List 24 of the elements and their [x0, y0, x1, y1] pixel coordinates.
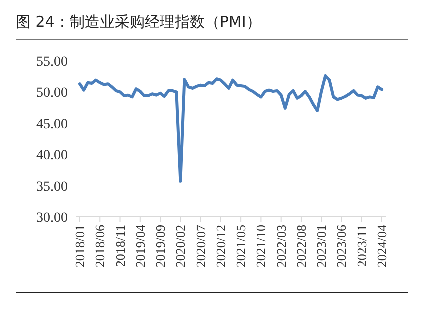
- x-tick-label: 2020/02: [173, 225, 188, 268]
- x-tick-label: 2018/01: [72, 225, 88, 268]
- y-tick-label: 40.00: [36, 148, 68, 164]
- y-tick-label: 30.00: [36, 211, 68, 226]
- x-tick-label: 2024/04: [374, 224, 390, 268]
- x-tick-label: 2023/06: [334, 224, 350, 268]
- x-tick-label: 2018/11: [112, 225, 128, 268]
- y-tick-label: 55.00: [36, 55, 68, 70]
- x-tick-label: 2020/07: [193, 224, 208, 268]
- x-tick-label: 2023/01: [314, 225, 330, 268]
- y-tick-label: 45.00: [36, 117, 68, 132]
- chart-title: 图 24：制造业采购经理指数（PMI）: [16, 13, 262, 31]
- x-tick-label: 2020/12: [213, 225, 228, 268]
- x-tick-label: 2021/05: [234, 225, 249, 268]
- y-tick-label: 35.00: [36, 180, 68, 195]
- line-series: [78, 74, 384, 183]
- x-tick-label: 2022/03: [274, 225, 289, 268]
- x-tick-label: 2022/08: [294, 225, 309, 268]
- x-tick-label: 2023/11: [354, 225, 370, 268]
- x-tick-label: 2018/06: [92, 224, 108, 268]
- x-tick-label: 2019/09: [153, 225, 168, 268]
- x-tick-label: 2019/04: [132, 224, 148, 268]
- y-tick-label: 50.00: [36, 86, 68, 102]
- x-tick-label: 2021/10: [254, 225, 269, 268]
